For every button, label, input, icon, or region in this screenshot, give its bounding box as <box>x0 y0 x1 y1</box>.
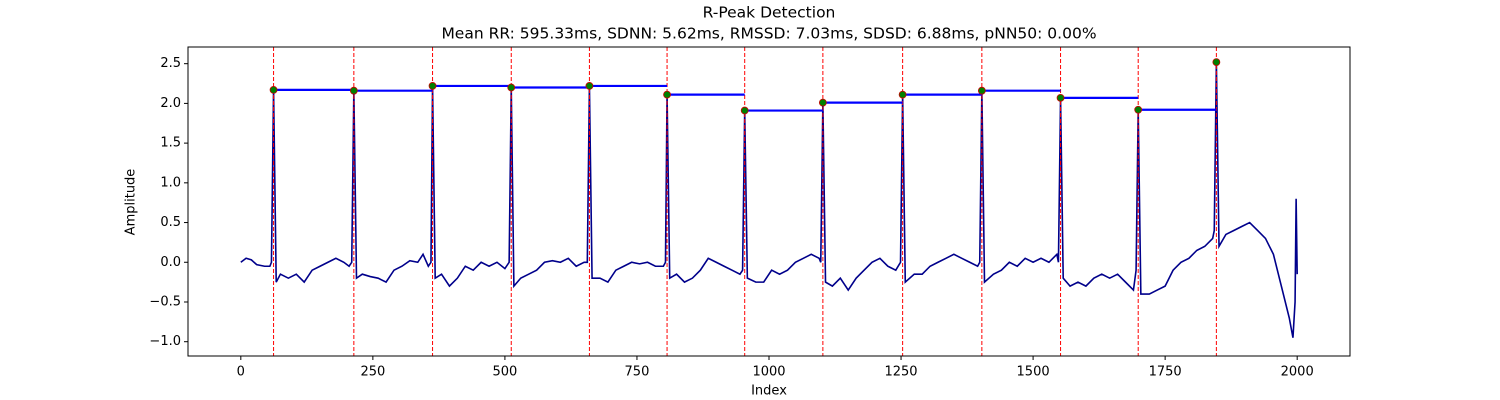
plot-frame <box>187 46 1351 357</box>
peak-point <box>977 86 986 95</box>
x-axis-label: Index <box>751 384 787 399</box>
x-tick-label: 0 <box>237 365 245 380</box>
x-tick-label: 250 <box>360 365 385 380</box>
peak-point <box>585 82 594 90</box>
x-tick-label: 500 <box>492 365 517 380</box>
y-tick-label: 1.5 <box>160 136 181 151</box>
x-tick-label: 1250 <box>884 365 917 380</box>
peak-point <box>663 90 671 99</box>
y-tick-label: 0.0 <box>160 255 181 270</box>
y-axis-label: Amplitude <box>124 169 139 236</box>
signal-line <box>240 62 1298 338</box>
peak-point <box>1056 93 1065 102</box>
x-tick-label: 1500 <box>1017 365 1050 380</box>
peak-point <box>1212 58 1221 66</box>
x-tick-label: 1750 <box>1149 365 1182 380</box>
y-tick-label: 0.5 <box>160 215 181 230</box>
peak-point <box>898 90 907 99</box>
y-tick-label: −0.5 <box>149 294 181 309</box>
peak-point <box>740 106 749 115</box>
peak-point <box>818 98 827 107</box>
y-tick-label: 1.0 <box>160 175 181 190</box>
y-tick-label: −1.0 <box>149 334 181 349</box>
peak-point <box>349 86 358 95</box>
chart-title: R-Peak Detection <box>703 4 836 22</box>
peak-point <box>428 82 437 90</box>
peak-point <box>269 85 278 94</box>
y-tick-label: 2.5 <box>160 56 181 71</box>
chart-subtitle: Mean RR: 595.33ms, SDNN: 5.62ms, RMSSD: … <box>441 25 1096 43</box>
x-tick-label: 1000 <box>752 365 785 380</box>
y-tick-label: 2.0 <box>160 96 181 111</box>
x-tick-label: 2000 <box>1281 365 1314 380</box>
peak-point <box>507 83 516 92</box>
peak-point <box>1134 105 1143 114</box>
x-tick-label: 750 <box>625 365 650 380</box>
